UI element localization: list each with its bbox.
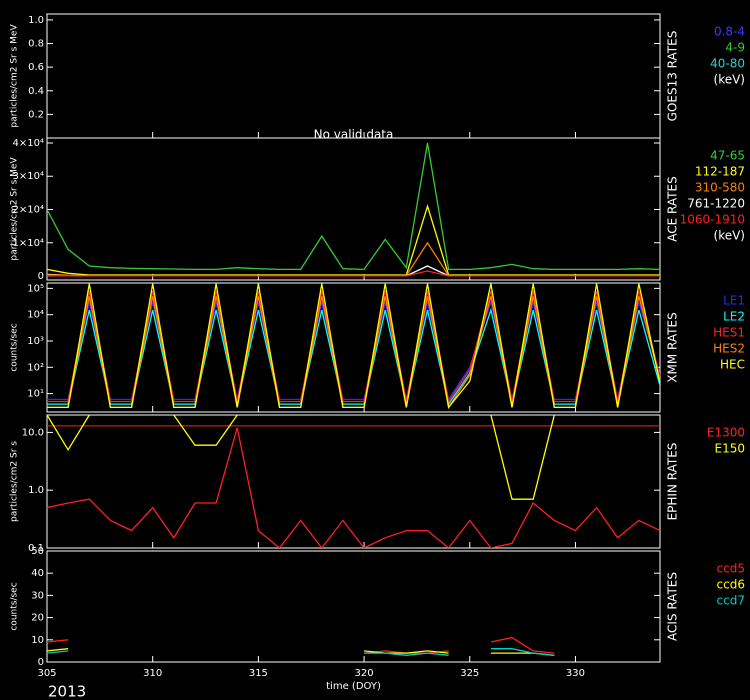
y-tick-label: 0.1: [28, 543, 44, 554]
series-line: [47, 203, 660, 276]
y-axis-label: particles/cm2 Sr s MeV: [10, 157, 20, 261]
plot-frame: [46, 550, 661, 663]
series-line: [47, 265, 660, 277]
y-tick-label: 10⁴: [27, 310, 44, 321]
legend-entry: HES2: [713, 342, 745, 356]
legend-unit: (keV): [714, 73, 745, 87]
legend-entry: E1300: [707, 426, 745, 440]
legend-entry: 112-187: [695, 165, 745, 179]
legend-entry: 4-9: [725, 41, 745, 55]
series-group: [47, 638, 597, 656]
legend-entry: ccd7: [717, 594, 745, 608]
legend-unit: (keV): [714, 229, 745, 243]
legend-entry: 310-580: [695, 181, 745, 195]
series-line: [47, 241, 660, 277]
legend-entry: 40-80: [710, 57, 745, 71]
y-tick-label: 10¹: [27, 389, 44, 400]
series-line: [47, 307, 660, 406]
y-tick-label: 10: [31, 635, 44, 646]
y-tick-label: 10²: [27, 362, 44, 373]
legend-entry: 761-1220: [687, 197, 745, 211]
panel-title: EPHIN RATES: [666, 443, 680, 521]
plot-frame: [46, 282, 661, 413]
legend-entry: ccd6: [717, 578, 745, 592]
x-tick-label: 315: [249, 668, 268, 679]
legend-entry: E150: [715, 442, 746, 456]
y-tick-label: 10.0: [22, 427, 44, 438]
y-tick-label: 4×10⁴: [13, 138, 44, 149]
y-tick-label: 1×10⁴: [13, 238, 44, 249]
legend-entry: LE1: [723, 294, 745, 308]
y-axis-label: counts/sec: [10, 582, 20, 630]
legend-entry: 47-65: [710, 149, 745, 163]
plot-frame: [46, 13, 661, 139]
x-tick-label: 305: [37, 668, 56, 679]
series-line: [47, 415, 555, 500]
series-line: [47, 283, 660, 409]
y-axis-label: counts/sec: [10, 323, 20, 371]
legend-entry: ccd5: [717, 562, 745, 576]
y-tick-label: 30: [31, 590, 44, 601]
annotation: No valid data: [314, 128, 394, 142]
series-line: [47, 270, 660, 277]
series-line: [47, 290, 660, 404]
x-tick-label: 325: [460, 668, 479, 679]
plot-frame: [46, 137, 661, 281]
x-tick-label: 320: [355, 668, 374, 679]
panel-title: XMM RATES: [666, 312, 680, 382]
y-tick-label: 50: [31, 546, 44, 557]
legend-entry: 0.8-4: [714, 25, 745, 39]
panel-title: GOES13 RATES: [666, 31, 680, 122]
x-axis-label: time (DOY): [326, 681, 381, 692]
series-group: [47, 142, 660, 277]
x-tick-label: 330: [566, 668, 585, 679]
plot-frame: [46, 414, 661, 549]
y-tick-label: 40: [31, 568, 44, 579]
series-group: [47, 283, 660, 410]
series-group: [47, 415, 660, 548]
y-tick-label: 0: [38, 657, 44, 668]
series-line: [47, 427, 660, 548]
y-tick-label: 3×10⁴: [13, 171, 44, 182]
y-tick-label: 1.0: [28, 15, 44, 26]
y-tick-label: 0: [38, 271, 44, 282]
y-tick-label: 1.0: [28, 485, 44, 496]
series-line: [47, 142, 660, 271]
y-tick-label: 0.4: [28, 86, 44, 97]
series-line: [47, 296, 660, 410]
year-label: 2013: [48, 683, 86, 700]
y-axis-label: particles/cm2 Sr s: [10, 441, 20, 522]
legend-entry: 1060-1910: [680, 213, 745, 227]
y-tick-label: 0.2: [28, 109, 44, 120]
series-line: [47, 638, 597, 654]
panel-title: ACE RATES: [666, 176, 680, 241]
series-line: [47, 299, 660, 402]
y-tick-label: 0.8: [28, 39, 44, 50]
legend-entry: LE2: [723, 310, 745, 324]
y-tick-label: 10³: [27, 336, 44, 347]
series-line: [47, 649, 597, 656]
y-tick-label: 2×10⁴: [13, 204, 44, 215]
y-tick-label: 20: [31, 613, 44, 624]
y-axis-label: particles/cm2 Sr s MeV: [10, 24, 20, 128]
x-tick-label: 310: [143, 668, 162, 679]
y-tick-label: 0.6: [28, 62, 44, 73]
y-tick-label: 10⁵: [27, 283, 44, 294]
panel-title: ACIS RATES: [666, 572, 680, 641]
legend-entry: HEC: [720, 358, 745, 372]
legend-entry: HES1: [713, 326, 745, 340]
